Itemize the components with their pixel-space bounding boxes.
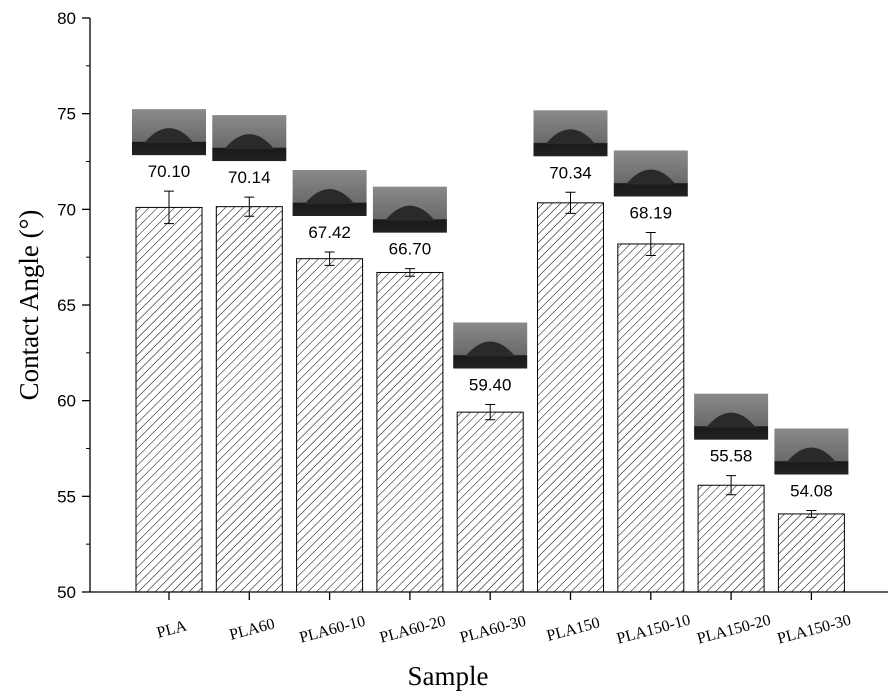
chart: Sample Contact Angle (°) 50 55 60 65 70 75 80 P… [0, 0, 888, 697]
x-axis-title: Sample [408, 661, 489, 691]
value-label: 66.70 [389, 240, 432, 259]
bar [377, 272, 443, 592]
bar [216, 207, 282, 592]
bar [778, 514, 844, 592]
x-tick-label: PLA60-10 [298, 613, 368, 647]
value-label: 59.40 [469, 375, 512, 394]
x-tick-label: PLA150-30 [776, 612, 853, 648]
bar [618, 244, 684, 592]
x-tick-label: PLA150 [545, 614, 602, 644]
value-label: 70.10 [148, 162, 191, 181]
value-label: 68.19 [630, 203, 673, 222]
y-tick-label: 75 [57, 105, 76, 124]
value-label: 67.42 [308, 223, 351, 242]
bar [457, 412, 523, 592]
bar [698, 485, 764, 592]
x-tick-label: PLA150-20 [695, 612, 772, 648]
y-tick-label: 70 [57, 200, 76, 219]
x-tick-label: PLA60-20 [378, 613, 448, 647]
y-axis-title: Contact Angle (°) [14, 210, 44, 401]
y-tick-label: 80 [57, 9, 76, 28]
bar [297, 259, 363, 592]
y-tick-label: 55 [57, 487, 76, 506]
bar [136, 207, 202, 592]
value-label: 54.08 [790, 481, 833, 500]
y-tick-label: 50 [57, 583, 76, 602]
x-tick-label: PLA [155, 617, 189, 641]
y-tick-label: 65 [57, 296, 76, 315]
x-tick-label: PLA60-30 [458, 613, 528, 647]
x-tick-label: PLA150-10 [615, 612, 692, 648]
value-label: 70.14 [228, 168, 271, 187]
x-tick-label: PLA60 [228, 615, 277, 643]
value-label: 55.58 [710, 447, 753, 466]
bar [538, 203, 604, 592]
y-tick-label: 60 [57, 392, 76, 411]
value-label: 70.34 [549, 163, 592, 182]
